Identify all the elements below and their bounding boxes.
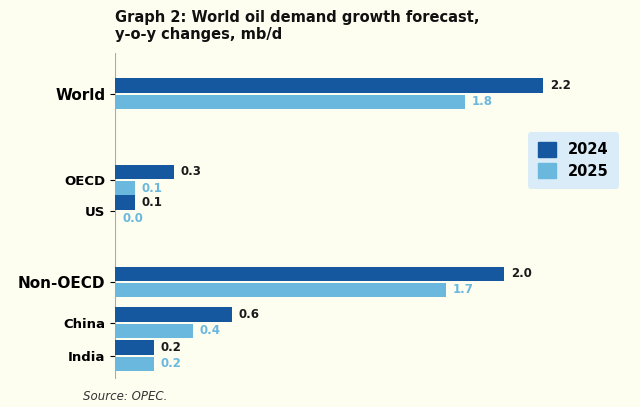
Text: 1.7: 1.7 [452, 284, 474, 296]
Text: 1.8: 1.8 [472, 95, 493, 108]
Text: Graph 2: World oil demand growth forecast,
y-o-y changes, mb/d: Graph 2: World oil demand growth forecas… [115, 10, 480, 42]
Text: 0.6: 0.6 [239, 308, 260, 321]
Bar [115, 340, 154, 354]
Text: 0.2: 0.2 [161, 341, 182, 354]
Text: 0.0: 0.0 [122, 212, 143, 225]
Bar [115, 79, 543, 93]
Bar [115, 267, 504, 281]
Text: 2.2: 2.2 [550, 79, 571, 92]
Text: 0.2: 0.2 [161, 357, 182, 370]
Bar [115, 324, 193, 338]
Bar [115, 307, 232, 322]
Text: 0.4: 0.4 [200, 324, 221, 337]
Bar [115, 195, 134, 210]
Bar [115, 357, 154, 371]
Legend: 2024, 2025: 2024, 2025 [528, 132, 619, 189]
Text: 2.0: 2.0 [511, 267, 532, 280]
Text: 0.3: 0.3 [180, 166, 201, 178]
Bar [115, 181, 134, 195]
Text: 0.1: 0.1 [141, 196, 163, 209]
Text: 0.1: 0.1 [141, 182, 163, 195]
Bar [115, 94, 465, 109]
Bar [115, 165, 173, 179]
Text: Source: OPEC.: Source: OPEC. [83, 390, 168, 403]
Bar [115, 283, 446, 297]
